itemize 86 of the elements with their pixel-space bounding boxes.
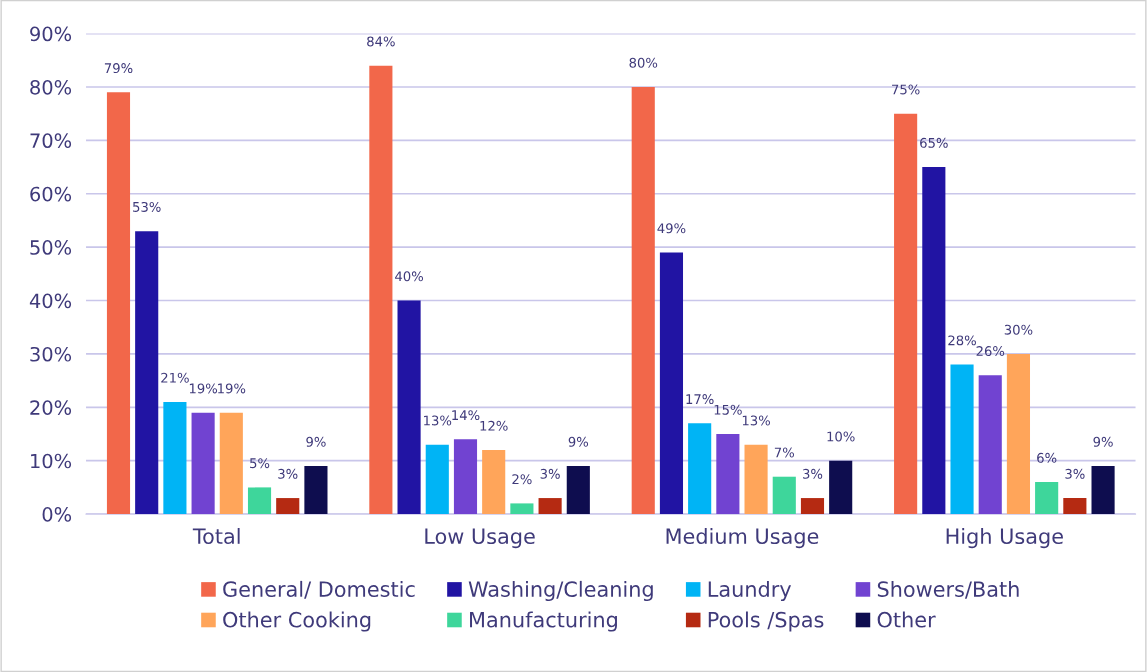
data-label: 49%	[657, 223, 686, 234]
bar	[1091, 466, 1115, 515]
bar	[631, 86, 655, 515]
legend-label: Laundry	[708, 580, 792, 602]
data-label: 3%	[540, 468, 560, 479]
data-label: 3%	[278, 468, 298, 479]
data-label: 28%	[948, 335, 976, 346]
legend-label: Manufacturing	[470, 611, 617, 632]
bar	[829, 460, 853, 515]
data-label: 19%	[189, 383, 218, 394]
data-label: 13%	[742, 415, 770, 426]
data-label: 75%	[892, 84, 920, 95]
y-tick-label: 0%	[42, 507, 72, 522]
legend-label: Pools /Spas	[708, 611, 824, 632]
bar	[538, 498, 562, 515]
bar	[276, 498, 300, 515]
data-label: 65%	[920, 137, 948, 148]
bar	[922, 167, 946, 515]
data-label: 14%	[452, 410, 480, 421]
data-label: 30%	[1004, 324, 1033, 335]
bar	[106, 92, 131, 515]
y-tick-label: 30%	[30, 346, 72, 362]
data-label: 9%	[568, 436, 589, 447]
data-label: 17%	[686, 394, 714, 405]
y-tick-label: 10%	[31, 453, 72, 469]
data-label: 2%	[512, 474, 532, 485]
x-tick-label: Low Usage	[425, 528, 535, 549]
data-label: 7%	[774, 447, 795, 458]
y-tick-label: 50%	[30, 240, 72, 255]
bar	[304, 466, 328, 515]
bar	[191, 412, 215, 515]
bar	[1063, 498, 1087, 515]
legend-label: Other	[877, 611, 936, 628]
data-label: 80%	[629, 57, 658, 68]
data-label: 6%	[1037, 452, 1057, 463]
data-label: 40%	[395, 271, 424, 282]
bar	[247, 487, 272, 515]
bar	[744, 444, 768, 515]
bar	[894, 113, 918, 515]
legend-label: Showers/Bath	[877, 580, 1019, 599]
bar	[163, 401, 187, 515]
data-label: 13%	[424, 415, 452, 426]
bar	[688, 423, 712, 515]
y-tick-label: 90%	[30, 26, 72, 42]
data-label: 26%	[976, 346, 1005, 357]
data-label: 84%	[367, 36, 395, 47]
data-label: 10%	[827, 431, 855, 442]
bar	[978, 375, 1002, 515]
bar	[369, 65, 393, 515]
bar	[1006, 353, 1031, 515]
x-tick-label: High Usage	[946, 527, 1063, 549]
bar	[1035, 482, 1059, 515]
bar	[800, 498, 825, 515]
data-label: 12%	[480, 420, 508, 431]
legend-label: General/ Domestic	[223, 580, 415, 599]
bar	[135, 231, 159, 515]
x-tick-label: Medium Usage	[666, 527, 819, 549]
bar	[659, 252, 684, 515]
y-tick-label: 40%	[29, 293, 72, 309]
y-tick-label: 20%	[30, 400, 72, 415]
bar	[425, 444, 449, 515]
y-tick-label: 60%	[30, 186, 72, 202]
bar	[950, 364, 974, 515]
data-label: 79%	[104, 63, 133, 74]
y-tick-label: 80%	[30, 79, 72, 95]
bar	[510, 503, 534, 515]
legend-label: Other Cooking	[223, 611, 371, 632]
data-label: 3%	[803, 468, 823, 479]
data-label: 53%	[133, 201, 161, 212]
legend-label: Washing/Cleaning	[468, 580, 653, 602]
bar	[219, 412, 243, 515]
bar	[482, 450, 506, 515]
bar	[566, 466, 590, 515]
data-label: 9%	[306, 436, 326, 447]
bar	[772, 476, 796, 515]
x-tick-label: Total	[192, 527, 240, 545]
bar	[453, 439, 478, 515]
bar	[397, 300, 421, 515]
data-label: 3%	[1065, 468, 1085, 479]
data-label: 9%	[1093, 436, 1113, 447]
data-label: 19%	[218, 383, 246, 394]
data-label: 21%	[161, 372, 189, 383]
y-tick-label: 70%	[30, 133, 72, 149]
data-label: 5%	[250, 458, 270, 469]
bar	[716, 434, 740, 515]
data-label: 15%	[714, 404, 742, 415]
